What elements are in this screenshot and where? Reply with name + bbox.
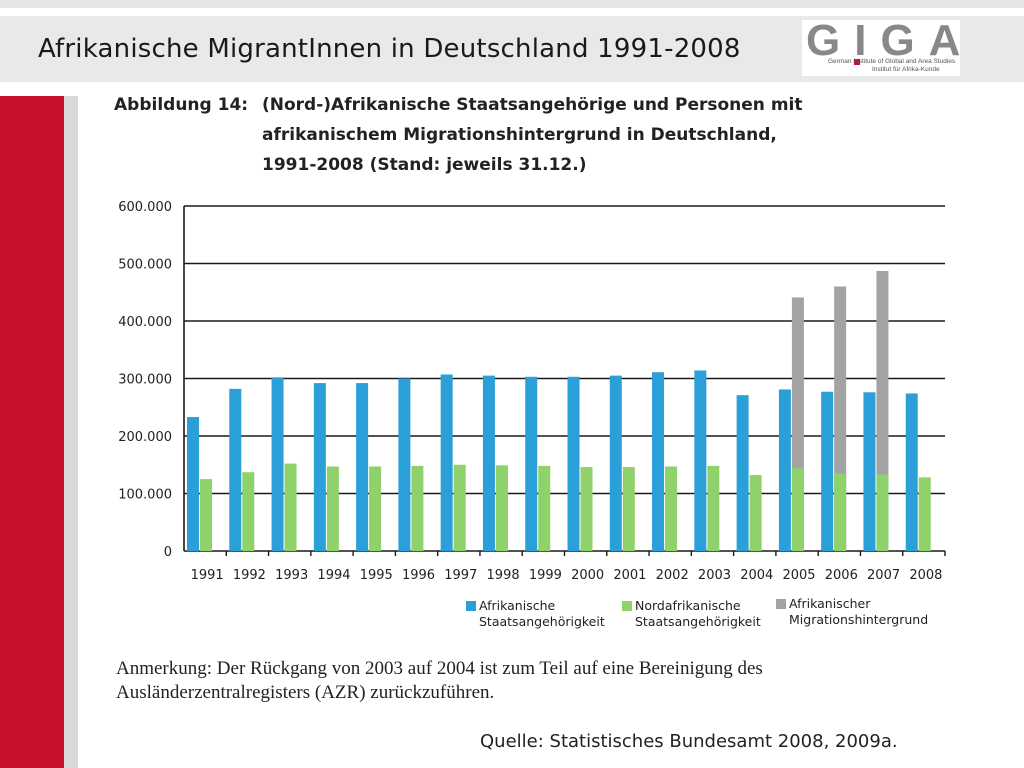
figure-label: Abbildung 14: [114,95,249,115]
bar-1998-afrikanische [482,375,495,551]
figure-title-line-2: afrikanischem Migrationshintergrund in D… [262,125,777,145]
note-line-2: Ausländerzentralregisters (AZR) zurückzu… [116,682,495,703]
slide-title: Afrikanische MigrantInnen in Deutschland… [38,34,741,64]
x-tick-label: 1996 [402,568,435,583]
bar-2006-afrikanische [821,391,834,551]
x-tick-label: 1991 [191,568,224,583]
figure-source: Quelle: Statistisches Bundesamt 2008, 20… [480,731,898,752]
grey-side-band [64,96,78,768]
bar-1999-afrikanische [525,376,538,551]
x-tick-label: 1995 [360,568,393,583]
bar-2004-afrikanische [736,395,749,551]
bar-1995-afrikanische [356,383,369,551]
y-tick-label: 500.000 [118,258,172,273]
y-tick-label: 100.000 [118,488,172,503]
logo-line-1: German Institute of Global and Area Stud… [828,58,956,65]
bar-1996-afrikanische [398,378,411,551]
x-tick-label: 2005 [782,568,815,583]
bar-1999-nordafrikanische [538,465,551,551]
bar-2004-nordafrikanische [749,475,762,551]
top-border [0,0,1024,8]
bar-1994-afrikanische [313,383,326,551]
legend-swatch-blue [466,601,476,611]
bar-1998-nordafrikanische [495,465,508,551]
bar-2006-nordafrikanische [834,473,847,551]
figure-note: Anmerkung: Der Rückgang von 2003 auf 200… [116,657,916,705]
logo-red-square [854,59,860,65]
red-side-bar [0,96,64,768]
bar-1993-nordafrikanische [284,463,297,551]
bar-2003-nordafrikanische [707,465,720,551]
bar-2003-afrikanische [694,370,707,551]
bar-1993-afrikanische [271,377,284,551]
bar-2007-nordafrikanische [876,474,889,551]
y-tick-label: 600.000 [118,200,172,215]
y-tick-label: 200.000 [118,430,172,445]
giga-logo: GIGA German Institute of Global and Area… [802,16,960,76]
legend-swatch-grey [776,599,786,609]
y-tick-label: 0 [164,545,172,560]
bar-2001-nordafrikanische [622,467,635,551]
bar-1994-nordafrikanische [326,466,339,551]
bar-1997-nordafrikanische [453,464,466,551]
x-tick-label: 2007 [867,568,900,583]
legend-label: Staatsangehörigkeit [479,614,605,629]
legend-label: Staatsangehörigkeit [635,614,761,629]
y-tick-label: 400.000 [118,315,172,330]
x-tick-label: 2002 [656,568,689,583]
bar-1991-nordafrikanische [200,479,212,551]
bar-2008-nordafrikanische [918,477,931,551]
x-tick-label: 2001 [613,568,646,583]
bar-1991-afrikanische [187,417,199,551]
bar-2007-afrikanische [863,392,876,551]
legend-item-afrikanische: Afrikanische Staatsangehörigkeit [466,598,605,630]
x-tick-label: 1994 [317,568,350,583]
logo-letters: GIGA [806,16,975,65]
logo-line-2: Institut für Afrika-Kunde [872,66,940,73]
bar-1997-afrikanische [440,374,453,551]
x-tick-label: 2004 [740,568,773,583]
legend-item-nordafrikanische: Nordafrikanische Staatsangehörigkeit [622,598,761,630]
x-tick-label: 2006 [825,568,858,583]
legend-label: Afrikanische [479,598,556,613]
bar-1996-nordafrikanische [411,465,424,551]
bar-chart: 0 100.000 200.000 300.000 400.000 500.000 600.… [118,200,946,583]
x-tick-label: 1999 [529,568,562,583]
bar-1992-afrikanische [229,388,242,551]
note-line-1: Anmerkung: Der Rückgang von 2003 auf 200… [116,658,763,679]
x-tick-label: 1998 [487,568,520,583]
x-tick-label: 2008 [909,568,942,583]
legend-swatch-green [622,601,632,611]
figure-title-line-3: 1991-2008 (Stand: jeweils 31.12.) [262,155,587,175]
figure-title-line-1: (Nord-)Afrikanische Staatsangehörige und… [262,95,803,115]
x-tick-label: 2003 [698,568,731,583]
bar-2008-afrikanische [905,393,918,551]
legend-label: Migrationshintergrund [789,612,929,627]
x-tick-label: 2000 [571,568,604,583]
bar-2002-nordafrikanische [665,466,678,551]
legend-label: Afrikanischer [789,596,871,611]
bar-2005-afrikanische [778,389,791,551]
bar-2000-nordafrikanische [580,467,593,551]
y-tick-label: 300.000 [118,373,172,388]
legend-item-migrationshintergrund: Afrikanischer Migrationshintergrund [776,596,928,628]
bar-2000-afrikanische [567,376,580,551]
bar-1995-nordafrikanische [369,466,382,551]
bar-2001-afrikanische [609,375,622,551]
bar-2002-afrikanische [652,372,665,551]
bar-2005-nordafrikanische [791,468,804,551]
legend-label: Nordafrikanische [635,598,741,613]
x-tick-label: 1992 [233,568,266,583]
bar-1992-nordafrikanische [242,472,255,551]
x-tick-label: 1997 [444,568,477,583]
x-tick-label: 1993 [275,568,308,583]
